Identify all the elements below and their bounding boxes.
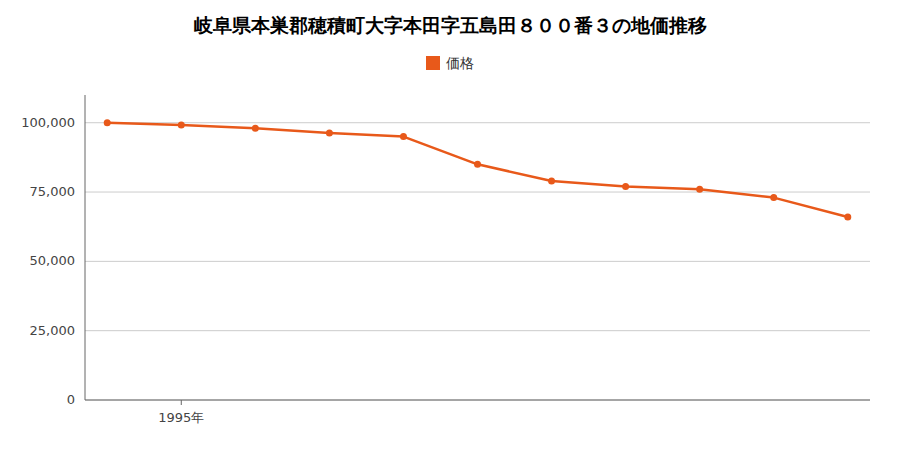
y-tick-label: 50,000 xyxy=(30,253,76,268)
chart-container: 岐阜県本巣郡穂積町大字本田字五島田８００番３の地価推移価格 0 25,000 50,0… xyxy=(0,0,900,450)
point xyxy=(178,121,185,128)
point xyxy=(622,183,629,190)
y-tick-label: 25,000 xyxy=(30,323,76,338)
grid-line xyxy=(85,192,870,193)
point xyxy=(696,186,703,193)
point xyxy=(770,194,777,201)
chart-svg: 岐阜県本巣郡穂積町大字本田字五島田８００番３の地価推移価格 0 25,000 50,0… xyxy=(0,0,900,450)
y-tick-label: 75,000 xyxy=(30,184,76,199)
y-tick-label: 100,000 xyxy=(21,115,75,130)
grid xyxy=(85,123,870,400)
point xyxy=(326,129,333,136)
y-axis-line xyxy=(85,95,86,400)
grid-line xyxy=(85,330,870,331)
x-axis-line xyxy=(85,400,870,401)
grid-line xyxy=(85,400,870,401)
plot-data xyxy=(104,119,852,220)
legend: 価格 xyxy=(426,55,474,71)
title: 岐阜県本巣郡穂積町大字本田字五島田８００番３の地価推移 xyxy=(194,14,707,36)
point xyxy=(548,177,555,184)
grid-line xyxy=(85,261,870,262)
point xyxy=(844,214,851,221)
point xyxy=(252,125,259,132)
point xyxy=(474,161,481,168)
grid-line xyxy=(85,122,870,123)
x-tick-label: 1995年 xyxy=(158,410,204,425)
y-tick-label: 0 xyxy=(67,392,75,407)
x-tick xyxy=(181,400,182,405)
point xyxy=(104,119,111,126)
legend-swatch xyxy=(426,56,440,70)
legend-label: 価格 xyxy=(446,55,474,71)
line xyxy=(107,123,848,217)
point xyxy=(400,133,407,140)
